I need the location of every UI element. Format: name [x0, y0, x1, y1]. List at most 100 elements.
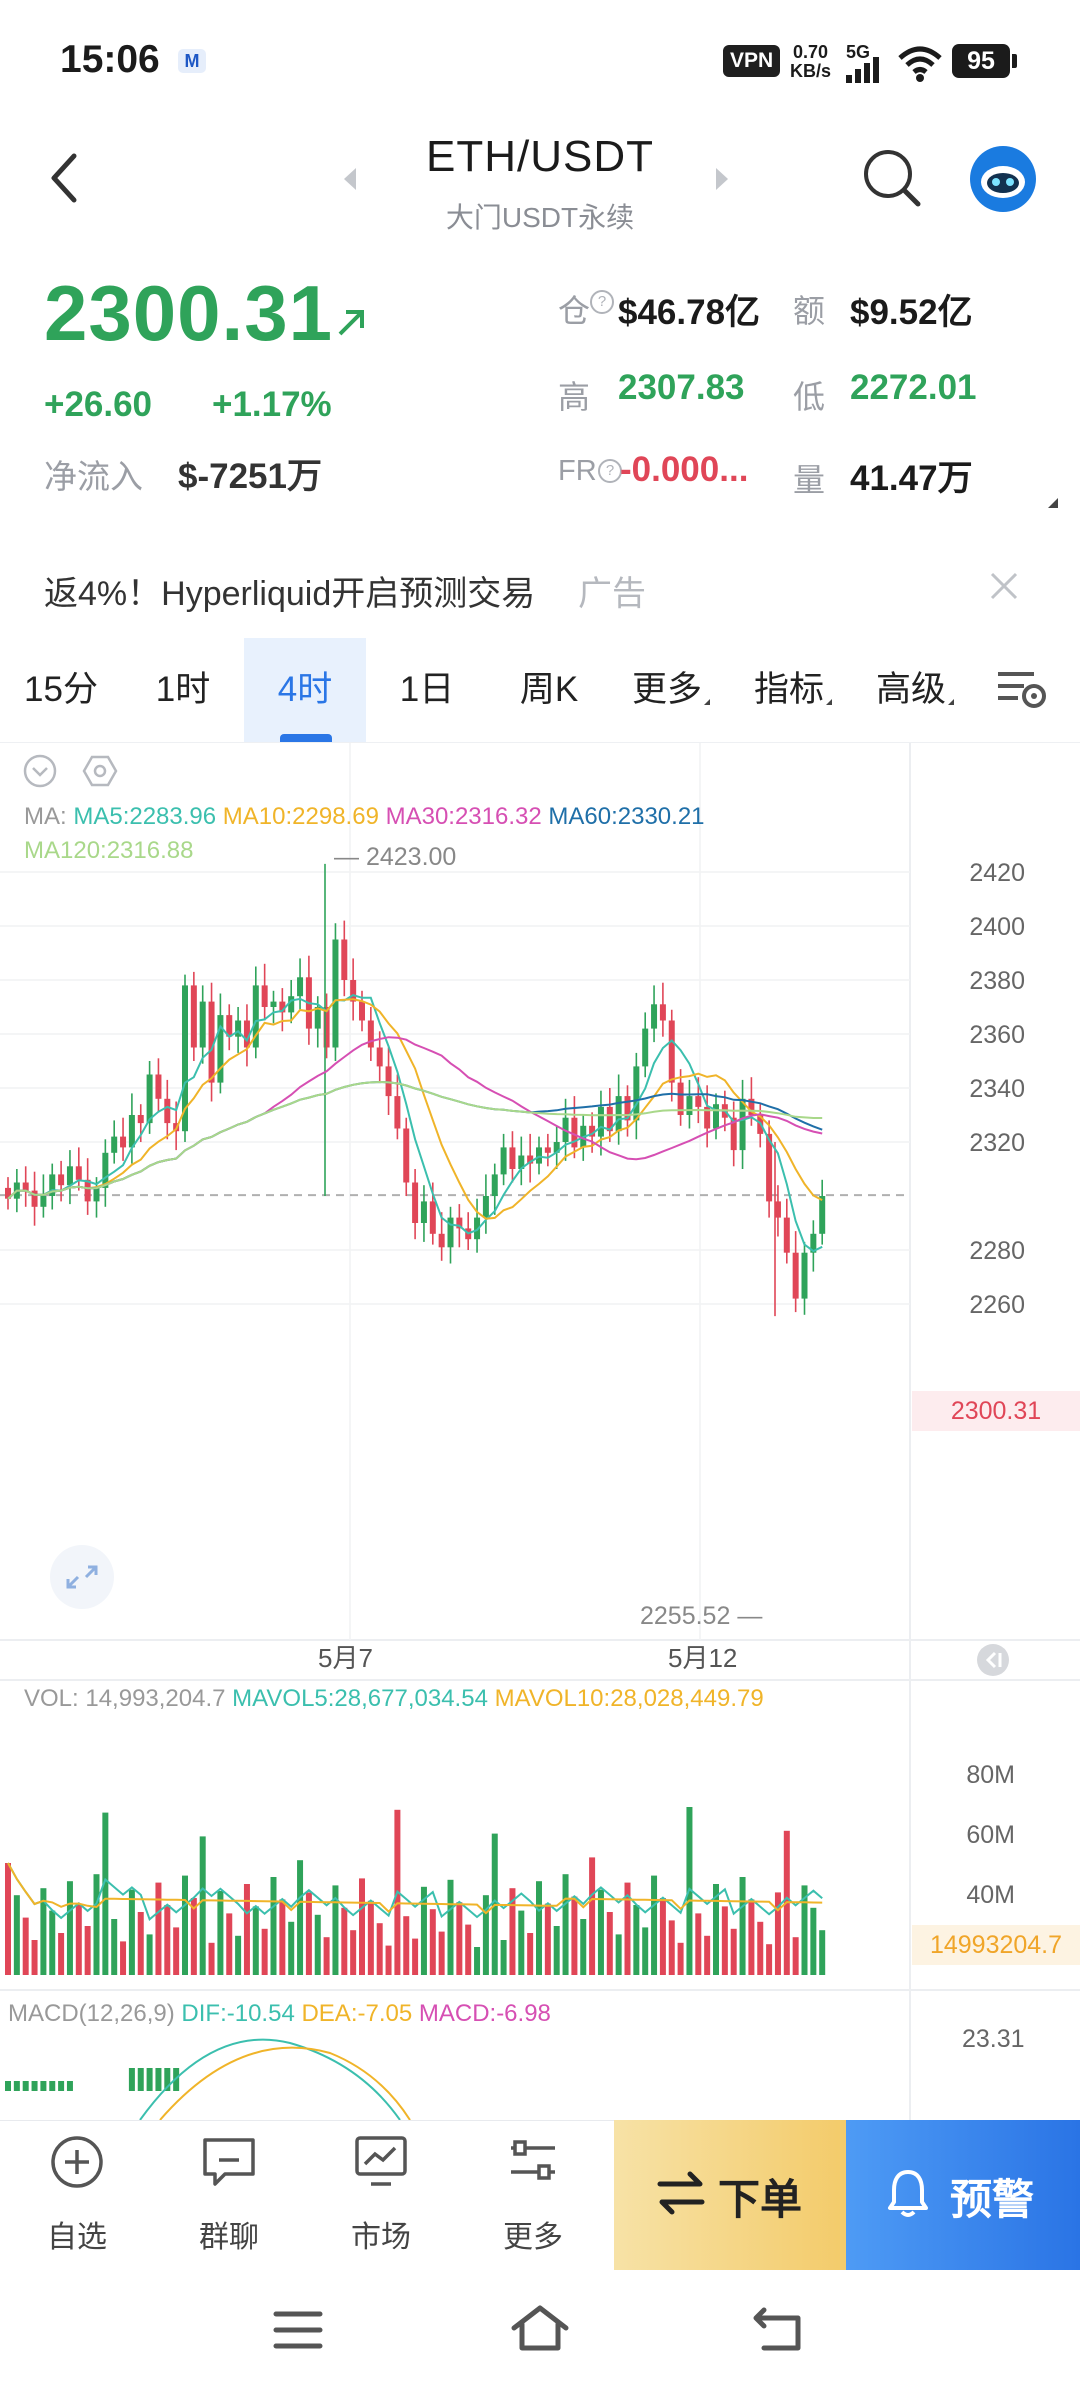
volume-bar	[120, 1941, 127, 1975]
price-tick-label: 2320	[969, 1129, 1025, 1157]
candle-body	[739, 1098, 746, 1151]
tab-4h[interactable]: 4时	[244, 638, 366, 742]
back-nav-icon[interactable]	[752, 2306, 806, 2354]
chart-settings-icon	[998, 672, 1046, 708]
price-tick-label: 2380	[969, 967, 1025, 995]
volume-bar	[155, 1882, 162, 1975]
tab-15min[interactable]: 15分	[0, 638, 122, 742]
settings-hex-icon[interactable]	[80, 753, 120, 789]
help-icon[interactable]: ?	[590, 290, 614, 314]
tab-1h[interactable]: 1时	[122, 638, 244, 742]
candle-body	[288, 996, 295, 1013]
funding-rate-value: -0.000...	[620, 450, 749, 489]
volume-bar	[420, 1886, 427, 1975]
dea-line	[159, 2046, 411, 2121]
volume-bar	[615, 1934, 622, 1975]
volume-bar	[482, 1895, 489, 1975]
volume-bar	[518, 1910, 525, 1975]
volume-bar	[774, 1892, 781, 1975]
volume-bar	[438, 1931, 445, 1975]
back-button[interactable]	[40, 142, 100, 212]
kline-chart[interactable]: 2420 2400 2380 2360 2340 2320 2280 2260 80M 60M 40…	[0, 743, 1080, 2121]
candle-body	[58, 1174, 65, 1186]
menu-icon[interactable]	[272, 2308, 324, 2352]
candle-body	[447, 1217, 454, 1248]
prev-pair-arrow[interactable]	[340, 166, 360, 192]
candle-body	[553, 1142, 560, 1153]
volume-bar	[668, 1920, 675, 1975]
candle-body	[359, 1001, 365, 1021]
scroll-latest-icon[interactable]	[976, 1643, 1010, 1677]
candle-body	[164, 1098, 171, 1124]
candle-body	[624, 1096, 631, 1121]
candle-body	[730, 1117, 737, 1151]
current-price-tag: 2300.31	[912, 1391, 1080, 1431]
candle-body	[482, 1196, 489, 1218]
fullscreen-button[interactable]	[50, 1545, 114, 1609]
net-inflow-value: $-7251万	[178, 457, 322, 496]
ma120-line	[7, 1080, 823, 1200]
expand-corner-icon[interactable]	[1046, 496, 1060, 510]
volume-bar	[359, 1878, 365, 1975]
tab-1d[interactable]: 1日	[366, 638, 488, 742]
chart-area[interactable]: 2420 2400 2380 2360 2340 2320 2280 2260 80M 60M 40…	[0, 743, 1080, 2121]
volume-bar	[385, 1945, 392, 1975]
volume-bar	[642, 1927, 649, 1975]
x-label-may7: 5月7	[318, 1643, 373, 1673]
candle-body	[128, 1115, 135, 1148]
ad-banner[interactable]: 返4%！Hyperliquid开启预测交易 广告	[0, 540, 1080, 634]
candle-body	[217, 1015, 224, 1083]
robot-assistant-button[interactable]	[970, 146, 1036, 212]
candle-body	[235, 1020, 242, 1037]
volume-bar	[819, 1930, 826, 1975]
tab-week[interactable]: 周K	[488, 638, 610, 742]
fullscreen-icon	[66, 1565, 98, 1589]
collapse-down-icon[interactable]	[22, 753, 58, 789]
tab-more[interactable]: 更多	[610, 638, 732, 742]
net-speed-unit: KB/s	[790, 61, 832, 81]
next-pair-arrow[interactable]	[712, 166, 732, 192]
volume-bar	[199, 1836, 206, 1975]
low-label: 低	[793, 379, 826, 415]
high-value: 2307.83	[618, 368, 745, 407]
pair-title[interactable]: ETH/USDT	[426, 132, 654, 181]
candle-body	[226, 1015, 233, 1037]
more-sliders-icon	[511, 2140, 555, 2180]
volume-bar	[527, 1933, 534, 1975]
order-button[interactable]: 下单	[614, 2120, 846, 2270]
nav-more[interactable]: 更多	[458, 2120, 608, 2270]
volume-bar	[651, 1875, 658, 1975]
nav-watchlist[interactable]: 自选	[2, 2120, 152, 2270]
bottom-toolbar: 自选 群聊 市场 更多 下单 预警	[0, 2120, 1080, 2270]
alert-button[interactable]: 预警	[846, 2120, 1080, 2270]
nav-chat[interactable]: 群聊	[154, 2120, 304, 2270]
nav-label: 自选	[47, 2221, 107, 2254]
macd-histogram-bar	[66, 2081, 73, 2091]
candle-body	[810, 1233, 817, 1253]
volume-bar	[190, 1898, 197, 1975]
candle-body	[120, 1136, 127, 1148]
volume-bar	[580, 1919, 587, 1975]
candle-body	[748, 1098, 755, 1115]
tab-advanced[interactable]: 高级	[854, 638, 976, 742]
volume-bar	[730, 1928, 737, 1975]
volume-bar	[217, 1891, 224, 1975]
dif-line	[139, 2038, 401, 2121]
nav-market[interactable]: 市场	[306, 2120, 456, 2270]
help-icon[interactable]: ?	[598, 459, 622, 483]
candle-body	[332, 939, 339, 1048]
price-tick-label: 2340	[969, 1075, 1025, 1103]
chart-settings-button[interactable]	[994, 668, 1050, 714]
ad-text[interactable]: 返4%！Hyperliquid开启预测交易	[44, 575, 536, 613]
close-icon[interactable]	[986, 568, 1022, 604]
search-button[interactable]	[860, 146, 924, 210]
volume-bar	[323, 1937, 330, 1975]
bell-icon	[888, 2170, 928, 2217]
volume-bar	[22, 1917, 29, 1975]
volume-bar	[66, 1881, 73, 1975]
max-price-marker: — 2423.00	[334, 843, 457, 871]
tab-indicators[interactable]: 指标	[732, 638, 854, 742]
home-icon[interactable]	[510, 2302, 570, 2354]
volume-bar	[164, 1905, 171, 1975]
volume-bar	[659, 1898, 666, 1975]
